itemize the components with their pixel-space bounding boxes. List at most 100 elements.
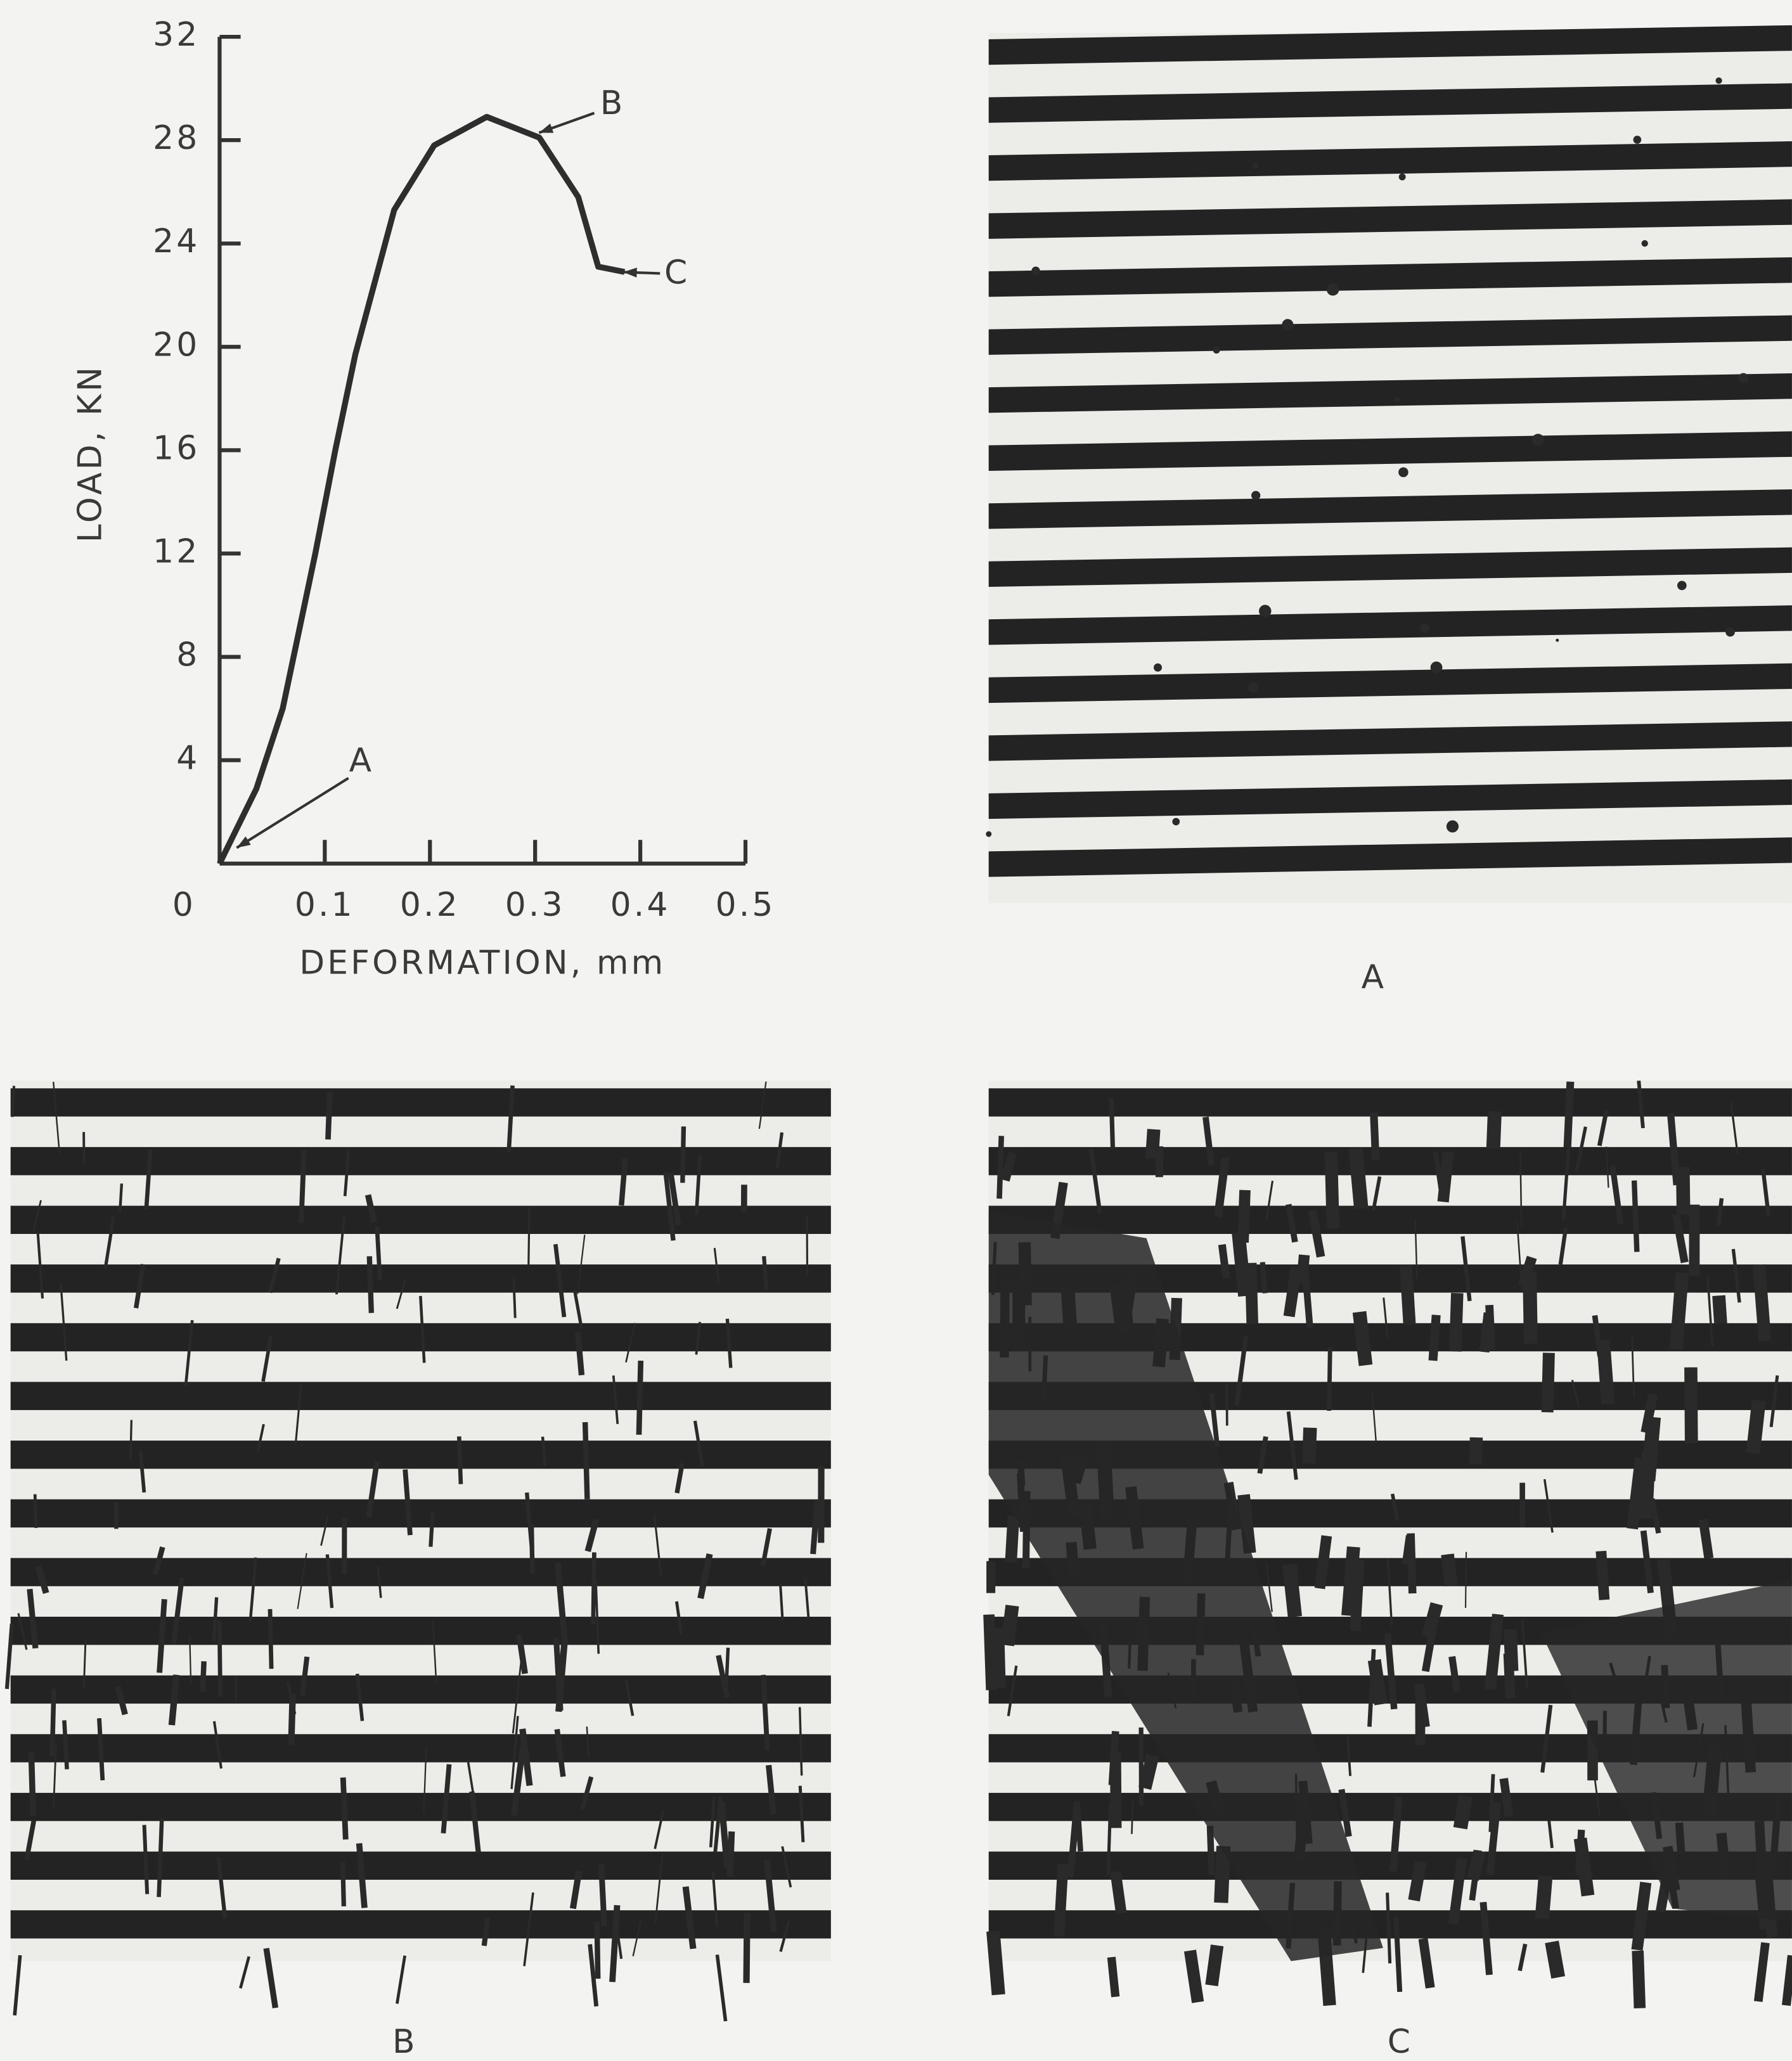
y-axis-label: LOAD, KN	[71, 364, 109, 543]
crack	[1540, 1704, 1553, 1773]
crack	[1484, 1614, 1504, 1690]
speck	[1398, 173, 1406, 181]
crack	[625, 1323, 636, 1363]
crack	[1131, 1799, 1134, 1834]
speck	[1446, 820, 1459, 833]
crack	[340, 1777, 349, 1840]
crack	[1202, 1116, 1215, 1166]
crack	[429, 1512, 435, 1547]
crack	[674, 1463, 685, 1494]
crack	[1007, 1665, 1018, 1717]
crack	[138, 1451, 146, 1493]
crack	[595, 1580, 600, 1654]
crack	[1706, 1276, 1714, 1347]
dark-layer	[10, 1734, 831, 1762]
crack	[1324, 1152, 1340, 1229]
crack	[612, 1375, 619, 1425]
x-tick-label: 0.1	[295, 886, 355, 924]
crack	[632, 1920, 642, 1956]
crack	[781, 1846, 792, 1888]
crack	[1106, 1802, 1112, 1875]
panel-label: B	[392, 2023, 418, 2061]
micrograph	[986, 25, 1792, 903]
crack	[13, 1955, 22, 2016]
crack	[1541, 1352, 1555, 1413]
crack	[115, 1685, 128, 1716]
dark-layer	[988, 257, 1792, 297]
speck	[1213, 346, 1220, 354]
crack	[1479, 1312, 1494, 1353]
x-tick-label: 0	[172, 886, 196, 924]
speck	[986, 831, 992, 837]
crack	[778, 1583, 784, 1621]
crack	[516, 1634, 528, 1674]
crack	[1558, 1227, 1568, 1265]
crack	[569, 1870, 583, 1910]
crack	[511, 1745, 526, 1816]
crack	[1290, 1567, 1298, 1612]
crack	[1074, 1801, 1083, 1852]
speck	[1251, 491, 1261, 500]
speck	[1430, 661, 1443, 674]
crack	[1352, 1311, 1373, 1366]
annotation-label: B	[600, 84, 626, 122]
crack	[694, 1155, 702, 1214]
annotation-arrowhead	[236, 836, 251, 848]
crack	[580, 1776, 594, 1810]
crack	[1545, 1941, 1565, 1979]
crack	[1453, 1794, 1473, 1830]
crack	[1088, 1148, 1102, 1214]
crack	[758, 1081, 767, 1129]
crack	[1516, 1221, 1523, 1291]
crack	[1641, 1416, 1661, 1482]
crack	[1672, 1214, 1689, 1264]
speck	[1172, 818, 1180, 826]
crack	[24, 1820, 37, 1861]
crack	[1110, 1871, 1127, 1915]
crack	[1589, 1745, 1601, 1817]
crack	[1761, 1169, 1771, 1216]
crack	[1466, 1849, 1486, 1881]
crack	[577, 1235, 586, 1294]
speck	[1633, 136, 1642, 144]
dark-layer	[988, 25, 1792, 65]
crack	[766, 1764, 777, 1815]
crack	[1428, 1314, 1441, 1361]
crack	[1218, 1244, 1230, 1279]
crack	[775, 1132, 784, 1168]
speck	[1282, 319, 1294, 331]
crack	[1716, 1198, 1724, 1226]
crack	[725, 1318, 733, 1368]
dark-layer	[10, 1205, 831, 1234]
speck	[1253, 162, 1259, 169]
x-tick-label: 0.4	[610, 886, 671, 924]
dark-layer	[988, 83, 1792, 123]
dark-layer	[10, 1441, 831, 1469]
dark-layer	[988, 373, 1792, 413]
crack	[469, 1791, 481, 1854]
crack	[798, 1707, 803, 1776]
crack	[49, 1688, 56, 1757]
speck	[1154, 663, 1163, 672]
crack	[1107, 1956, 1120, 1998]
crack	[184, 1319, 194, 1387]
crack	[663, 1172, 676, 1241]
crack	[1384, 1633, 1398, 1710]
crack	[1769, 1375, 1779, 1427]
crack	[1213, 1157, 1230, 1218]
crack	[1523, 1271, 1538, 1344]
crack	[200, 1661, 207, 1692]
crack	[1441, 1553, 1458, 1587]
crack	[713, 1796, 723, 1853]
crack	[680, 1126, 687, 1183]
crack	[118, 1183, 124, 1212]
dark-layer	[988, 431, 1792, 471]
crack	[1712, 1295, 1727, 1325]
y-tick-label: 8	[176, 636, 200, 674]
crack	[423, 1747, 427, 1813]
crack	[1283, 1266, 1302, 1318]
crack	[523, 1892, 534, 1967]
crack	[335, 1216, 346, 1295]
crack	[1418, 1937, 1435, 1989]
crack	[1543, 1479, 1554, 1533]
